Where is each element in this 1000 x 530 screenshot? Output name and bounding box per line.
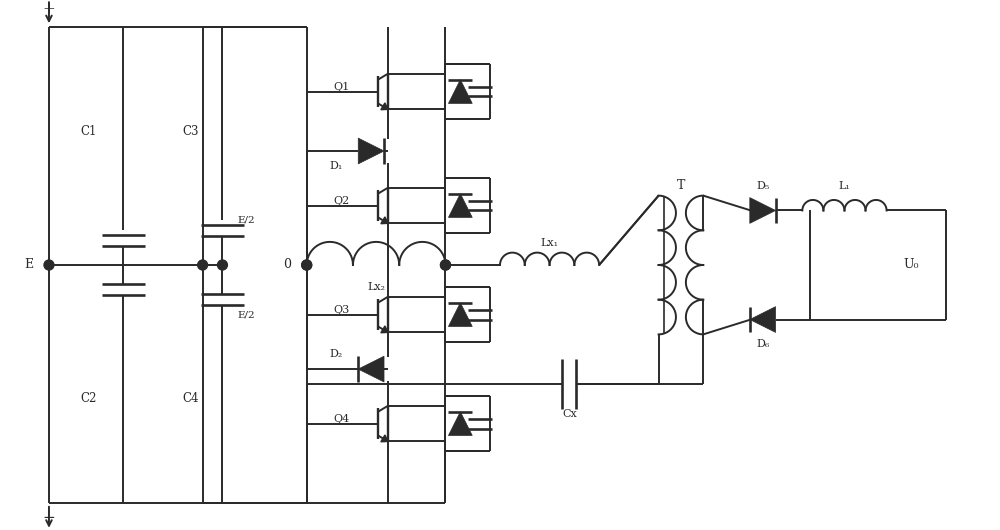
Text: Cx: Cx <box>562 409 577 419</box>
Text: Lx₂: Lx₂ <box>367 282 385 292</box>
Text: C3: C3 <box>182 125 199 138</box>
Text: D₂: D₂ <box>330 349 343 359</box>
Text: +: + <box>43 2 55 16</box>
Text: C1: C1 <box>80 125 97 138</box>
Text: −: − <box>43 511 55 525</box>
Text: D₆: D₆ <box>756 339 769 349</box>
Circle shape <box>198 260 208 270</box>
Polygon shape <box>381 435 388 442</box>
Polygon shape <box>358 138 384 164</box>
Polygon shape <box>750 198 776 223</box>
Text: C4: C4 <box>182 392 199 405</box>
Polygon shape <box>750 307 776 332</box>
Text: T: T <box>677 179 685 192</box>
Text: 0: 0 <box>283 259 291 271</box>
Circle shape <box>441 260 450 270</box>
Text: D₅: D₅ <box>756 181 769 191</box>
Text: C2: C2 <box>80 392 97 405</box>
Polygon shape <box>448 412 472 436</box>
Circle shape <box>302 260 312 270</box>
Polygon shape <box>448 303 472 326</box>
Polygon shape <box>448 80 472 103</box>
Text: Lx₁: Lx₁ <box>541 238 559 248</box>
Polygon shape <box>358 356 384 382</box>
Circle shape <box>217 260 227 270</box>
Polygon shape <box>381 217 388 224</box>
Text: E: E <box>25 259 34 271</box>
Text: Q2: Q2 <box>333 196 350 206</box>
Polygon shape <box>448 193 472 217</box>
Circle shape <box>302 260 312 270</box>
Text: L₁: L₁ <box>839 181 850 191</box>
Circle shape <box>44 260 54 270</box>
Text: E/2: E/2 <box>237 310 255 319</box>
Text: E/2: E/2 <box>237 216 255 225</box>
Text: Q4: Q4 <box>333 413 350 423</box>
Text: D₁: D₁ <box>330 161 343 171</box>
Polygon shape <box>381 103 388 110</box>
Text: U₀: U₀ <box>904 259 919 271</box>
Circle shape <box>441 260 450 270</box>
Text: Q1: Q1 <box>333 82 350 92</box>
Polygon shape <box>381 326 388 333</box>
Text: Q3: Q3 <box>333 305 350 315</box>
